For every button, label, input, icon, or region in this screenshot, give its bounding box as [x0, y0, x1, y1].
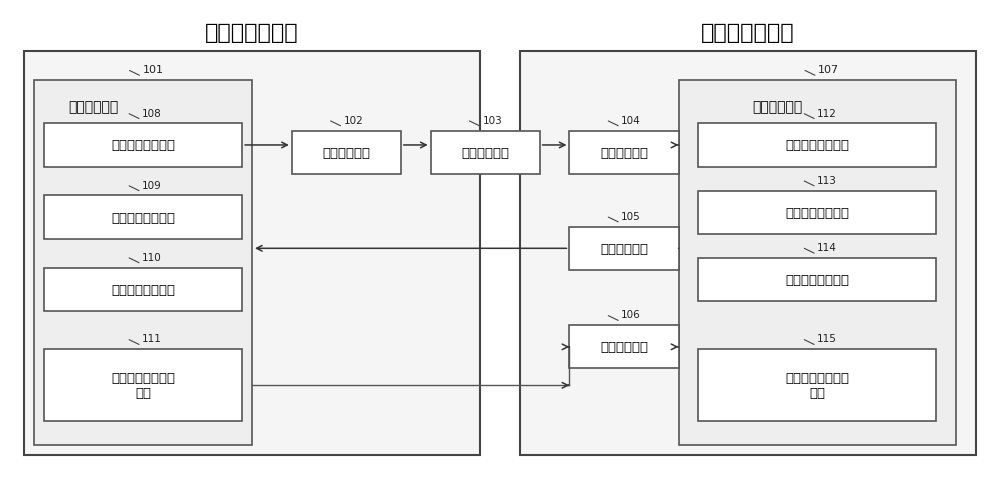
Bar [24, 52, 480, 455]
Bar [44, 124, 242, 167]
Bar [44, 196, 242, 239]
Text: 110: 110 [142, 252, 162, 262]
Text: 105: 105 [621, 211, 641, 222]
Bar [44, 268, 242, 311]
Bar [569, 325, 678, 369]
Text: 状态查询接口: 状态查询接口 [600, 243, 648, 255]
Text: 114: 114 [817, 243, 837, 253]
Text: 102: 102 [344, 116, 363, 125]
Text: 115: 115 [817, 334, 837, 344]
Text: 工艺附件查看模块: 工艺附件查看模块 [785, 206, 849, 219]
Text: 配套信息编辑模块: 配套信息编辑模块 [111, 139, 175, 152]
Text: 配套信息查看模块: 配套信息查看模块 [785, 139, 849, 152]
Bar [520, 52, 976, 455]
Bar [698, 349, 936, 422]
Text: 工艺接收接口: 工艺接收接口 [600, 146, 648, 160]
Text: 109: 109 [142, 180, 162, 190]
Bar [698, 258, 936, 302]
Text: 装配执行模块: 装配执行模块 [753, 101, 803, 114]
Text: 111: 111 [142, 334, 162, 344]
Text: 106: 106 [621, 310, 641, 320]
Bar [292, 131, 401, 174]
Text: 装配执行子系统: 装配执行子系统 [701, 23, 795, 43]
Text: 工艺锁定接口: 工艺锁定接口 [600, 341, 648, 354]
Text: 操作步骤编辑模块: 操作步骤编辑模块 [111, 283, 175, 296]
Text: 107: 107 [818, 65, 839, 75]
Text: 112: 112 [817, 108, 837, 118]
Bar [698, 191, 936, 234]
Text: 工艺发送模块: 工艺发送模块 [461, 146, 509, 160]
Text: 工艺附件编辑模块: 工艺附件编辑模块 [111, 211, 175, 224]
Text: 108: 108 [142, 108, 162, 118]
Text: 工艺设计模块: 工艺设计模块 [68, 101, 119, 114]
Bar [569, 131, 678, 174]
Text: 103: 103 [482, 116, 502, 125]
Bar [34, 81, 252, 446]
Bar [698, 124, 936, 167]
Text: 104: 104 [621, 116, 641, 125]
Text: 执行记录结果输入
模块: 执行记录结果输入 模块 [785, 371, 849, 400]
Bar [679, 81, 956, 446]
Bar [569, 227, 678, 270]
Text: 执行记录要求编辑
模块: 执行记录要求编辑 模块 [111, 371, 175, 400]
Text: 113: 113 [817, 176, 837, 185]
Bar [431, 131, 540, 174]
Text: 操作步骤查看模块: 操作步骤查看模块 [785, 273, 849, 286]
Text: 101: 101 [142, 65, 163, 75]
Text: 工艺审批模块: 工艺审批模块 [322, 146, 370, 160]
Text: 工艺设计子系统: 工艺设计子系统 [205, 23, 299, 43]
Bar [44, 349, 242, 422]
